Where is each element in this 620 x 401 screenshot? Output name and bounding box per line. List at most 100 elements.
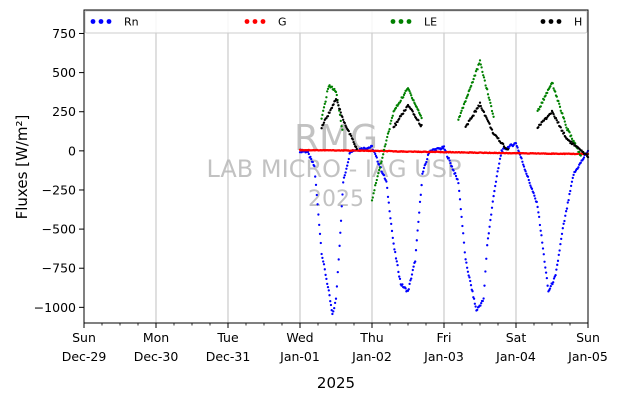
data-point-Rn — [425, 160, 428, 164]
data-point-Rn — [498, 157, 502, 160]
data-point-LE — [459, 111, 462, 115]
data-point-Rn — [465, 266, 469, 269]
data-point-Rn — [565, 207, 569, 210]
data-point-Rn — [386, 195, 390, 199]
data-point-Rn — [391, 236, 394, 240]
data-point-LE — [566, 128, 570, 131]
data-point-LE — [546, 91, 549, 95]
data-point-Rn — [345, 167, 348, 170]
data-point-LE — [386, 135, 389, 139]
x-tick-label-date: Jan-05 — [567, 349, 608, 364]
data-point-LE — [558, 102, 561, 105]
data-point-Rn — [418, 200, 422, 204]
data-point-Rn — [489, 218, 492, 222]
data-point-H — [553, 115, 556, 118]
data-point-Rn — [332, 310, 335, 313]
data-point-LE — [390, 116, 394, 120]
data-point-H — [335, 99, 338, 102]
data-point-H — [341, 115, 344, 119]
data-point-LE — [466, 93, 470, 96]
data-point-LE — [420, 116, 423, 120]
data-point-H — [411, 110, 414, 113]
data-point-LE — [491, 112, 494, 115]
data-point-H — [349, 132, 352, 136]
data-point-LE — [387, 130, 390, 133]
data-point-H — [322, 123, 325, 126]
data-point-LE — [568, 131, 571, 134]
data-point-Rn — [486, 244, 489, 247]
data-point-Rn — [329, 303, 333, 307]
data-point-Rn — [529, 184, 532, 187]
data-point-LE — [322, 106, 326, 109]
data-point-Rn — [474, 305, 477, 308]
y-tick-label: −500 — [42, 222, 76, 237]
legend-item-H: H — [540, 16, 582, 29]
data-point-Rn — [521, 160, 524, 163]
data-point-Rn — [461, 224, 464, 228]
data-point-Rn — [479, 304, 482, 307]
x-tick-label-date: Dec-29 — [62, 349, 107, 364]
data-point-Rn — [492, 194, 495, 198]
data-point-H — [585, 153, 588, 156]
data-point-Rn — [462, 232, 465, 235]
data-point-Rn — [541, 241, 544, 244]
data-point-H — [398, 117, 401, 120]
data-point-LE — [484, 84, 487, 87]
data-point-Rn — [298, 151, 302, 154]
data-point-LE — [403, 92, 406, 95]
data-point-H — [337, 104, 340, 107]
data-point-LE — [322, 109, 325, 112]
data-point-LE — [563, 120, 566, 123]
x-tick-label-day: Tue — [216, 330, 239, 345]
data-point-LE — [323, 102, 326, 106]
data-point-Rn — [390, 229, 394, 233]
data-point-LE — [385, 139, 388, 142]
data-point-H — [353, 142, 356, 146]
legend-marker — [540, 19, 546, 24]
data-point-Rn — [532, 191, 535, 195]
data-point-Rn — [482, 297, 485, 300]
data-point-Rn — [326, 285, 330, 289]
data-point-Rn — [320, 252, 323, 256]
data-point-Rn — [558, 249, 561, 252]
data-point-LE — [457, 118, 460, 121]
data-point-Rn — [401, 283, 404, 286]
data-point-H — [350, 134, 353, 138]
x-tick-label-day: Fri — [437, 330, 452, 345]
data-point-Rn — [564, 214, 567, 217]
data-point-H — [347, 129, 350, 133]
data-point-Rn — [456, 178, 459, 181]
data-points — [298, 59, 590, 316]
legend-label: Rn — [124, 16, 139, 29]
data-point-LE — [479, 63, 482, 66]
data-point-Rn — [414, 249, 418, 252]
data-point-LE — [380, 160, 383, 163]
data-point-Rn — [442, 145, 446, 148]
data-point-LE — [558, 105, 562, 108]
data-point-Rn — [420, 183, 423, 187]
data-point-Rn — [380, 170, 383, 173]
data-point-LE — [379, 162, 382, 165]
data-point-Rn — [414, 260, 417, 263]
data-point-LE — [335, 93, 338, 97]
data-point-Rn — [321, 256, 324, 260]
data-point-H — [539, 123, 542, 126]
data-point-Rn — [412, 265, 415, 268]
data-point-LE — [561, 112, 564, 115]
legend-marker — [106, 19, 112, 24]
data-point-Rn — [476, 308, 479, 312]
data-point-Rn — [416, 229, 419, 232]
x-tick-label-day: Sun — [72, 330, 96, 345]
data-point-LE — [382, 148, 386, 152]
data-point-LE — [549, 84, 552, 88]
x-axis-title: 2025 — [317, 374, 355, 392]
legend-marker — [244, 19, 250, 24]
data-point-LE — [564, 123, 567, 126]
data-point-LE — [334, 90, 338, 94]
data-point-Rn — [487, 232, 490, 235]
data-point-Rn — [560, 237, 563, 241]
data-point-Rn — [541, 247, 545, 250]
data-point-Rn — [569, 189, 572, 193]
data-point-H — [474, 110, 478, 113]
data-point-Rn — [329, 300, 332, 303]
